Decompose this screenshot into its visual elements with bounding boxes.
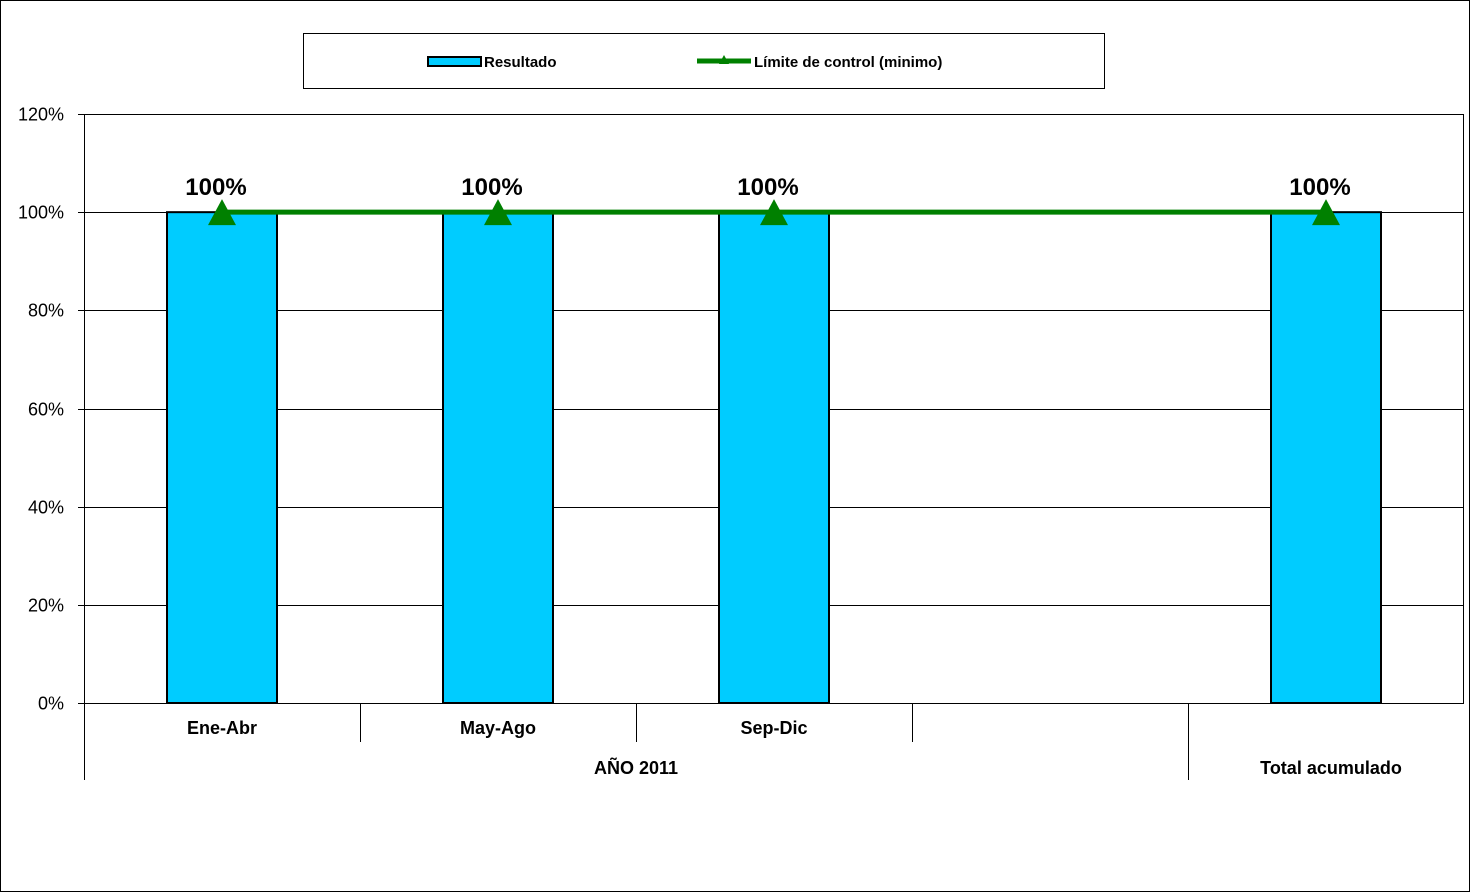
y-tick-label: 0% — [38, 694, 64, 714]
control-limit-marker — [1312, 199, 1340, 226]
x-tick-label: Sep-Dic — [740, 718, 807, 738]
data-label: 100% — [737, 174, 798, 201]
y-tick-label: 60% — [28, 400, 64, 420]
x-group-label: Total acumulado — [1260, 758, 1402, 778]
data-label: 100% — [185, 174, 246, 201]
bar — [718, 211, 830, 705]
bar — [442, 211, 554, 705]
x-group-label: AÑO 2011 — [594, 757, 678, 778]
bar — [1270, 211, 1382, 705]
control-limit-marker — [208, 199, 236, 226]
legend-label-resultado: Resultado — [484, 54, 557, 71]
y-tick-label: 40% — [28, 498, 64, 518]
y-tick-label: 20% — [28, 596, 64, 616]
legend: Resultado Límite de control (minimo) — [303, 33, 1105, 89]
x-tick-label: Ene-Abr — [187, 718, 257, 738]
x-tick-label: May-Ago — [460, 718, 536, 738]
data-label: 100% — [461, 174, 522, 201]
data-label: 100% — [1289, 174, 1350, 201]
control-limit-marker — [760, 199, 788, 226]
legend-swatch-resultado — [427, 56, 482, 67]
control-limit-marker — [484, 199, 512, 226]
legend-marker-limite — [719, 55, 729, 64]
y-tick-label: 100% — [18, 203, 64, 223]
legend-label-limite: Límite de control (minimo) — [754, 54, 942, 71]
bar — [166, 211, 278, 705]
y-tick-label: 80% — [28, 301, 64, 321]
y-tick-label: 120% — [18, 105, 64, 125]
